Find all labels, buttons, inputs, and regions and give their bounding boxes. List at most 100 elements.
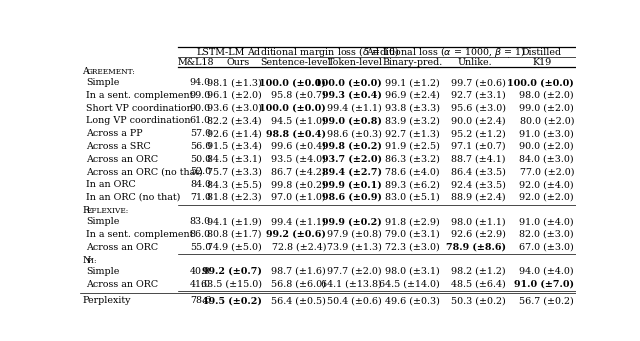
Text: 49.6 (±0.3): 49.6 (±0.3) <box>385 296 440 305</box>
Text: 93.7 (±2.0): 93.7 (±2.0) <box>321 154 381 164</box>
Text: Simple: Simple <box>86 217 119 226</box>
Text: Additional margin loss ($\delta$ = 10): Additional margin loss ($\delta$ = 10) <box>248 45 399 59</box>
Text: 99.9 (±0.2): 99.9 (±0.2) <box>322 217 381 226</box>
Text: 98.0 (±1.1): 98.0 (±1.1) <box>451 217 506 226</box>
Text: 86.7 (±4.2): 86.7 (±4.2) <box>271 167 326 176</box>
Text: 84.0: 84.0 <box>190 180 211 189</box>
Text: 100.0 (±0.0): 100.0 (±0.0) <box>259 78 326 87</box>
Text: 97.1 (±0.7): 97.1 (±0.7) <box>451 142 506 151</box>
Text: 94.0 (±4.0): 94.0 (±4.0) <box>520 267 574 276</box>
Text: 90.0 (±2.0): 90.0 (±2.0) <box>520 142 574 151</box>
Text: 99.0: 99.0 <box>189 91 211 100</box>
Text: Across an ORC: Across an ORC <box>86 154 158 164</box>
Text: 86.0: 86.0 <box>190 230 211 239</box>
Text: 92.0 (±2.0): 92.0 (±2.0) <box>520 193 574 202</box>
Text: 98.6 (±0.3): 98.6 (±0.3) <box>326 129 381 138</box>
Text: GREEMENT:: GREEMENT: <box>86 68 135 76</box>
Text: 92.6 (±2.9): 92.6 (±2.9) <box>451 230 506 239</box>
Text: 96.9 (±2.4): 96.9 (±2.4) <box>385 91 440 100</box>
Text: 92.7 (±1.3): 92.7 (±1.3) <box>385 129 440 138</box>
Text: 84.5 (±3.1): 84.5 (±3.1) <box>207 154 262 164</box>
Text: Short VP coordination: Short VP coordination <box>86 104 193 113</box>
Text: 99.9 (±0.1): 99.9 (±0.1) <box>322 180 381 189</box>
Text: 99.2 (±0.6): 99.2 (±0.6) <box>266 230 326 239</box>
Text: 71.0: 71.0 <box>190 193 211 202</box>
Text: 92.6 (±1.4): 92.6 (±1.4) <box>207 129 262 138</box>
Text: Simple: Simple <box>86 267 119 276</box>
Text: In an ORC: In an ORC <box>86 180 136 189</box>
Text: 82.0 (±3.0): 82.0 (±3.0) <box>520 230 574 239</box>
Text: 93.8 (±3.3): 93.8 (±3.3) <box>385 104 440 113</box>
Text: Binary-pred.: Binary-pred. <box>383 58 443 67</box>
Text: 100.0 (±0.0): 100.0 (±0.0) <box>508 78 574 87</box>
Text: 92.0 (±4.0): 92.0 (±4.0) <box>520 180 574 189</box>
Text: Long VP coordination: Long VP coordination <box>86 116 191 125</box>
Text: 91.5 (±3.4): 91.5 (±3.4) <box>207 142 262 151</box>
Text: 67.0 (±3.0): 67.0 (±3.0) <box>519 242 574 252</box>
Text: 99.1 (±1.2): 99.1 (±1.2) <box>385 78 440 87</box>
Text: 99.6 (±0.4): 99.6 (±0.4) <box>271 142 326 151</box>
Text: Ours: Ours <box>227 58 250 67</box>
Text: 83.0: 83.0 <box>190 217 211 226</box>
Text: 57.0: 57.0 <box>190 129 211 138</box>
Text: 91.0 (±3.0): 91.0 (±3.0) <box>519 129 574 138</box>
Text: 97.0 (±1.0): 97.0 (±1.0) <box>271 193 326 202</box>
Text: 73.9 (±1.3): 73.9 (±1.3) <box>326 242 381 252</box>
Text: 49.5 (±0.2): 49.5 (±0.2) <box>202 296 262 305</box>
Text: 72.3 (±3.0): 72.3 (±3.0) <box>385 242 440 252</box>
Text: 99.8 (±0.2): 99.8 (±0.2) <box>322 142 381 151</box>
Text: Simple: Simple <box>86 78 119 87</box>
Text: 91.9 (±2.5): 91.9 (±2.5) <box>385 142 440 151</box>
Text: 94.1 (±1.9): 94.1 (±1.9) <box>207 217 262 226</box>
Text: 88.7 (±4.1): 88.7 (±4.1) <box>451 154 506 164</box>
Text: Across an ORC: Across an ORC <box>86 280 158 288</box>
Text: 93.5 (±4.0): 93.5 (±4.0) <box>271 154 326 164</box>
Text: 83.9 (±3.2): 83.9 (±3.2) <box>385 116 440 125</box>
Text: 52.0: 52.0 <box>190 167 211 176</box>
Text: 80.0 (±2.0): 80.0 (±2.0) <box>520 116 574 125</box>
Text: 97.9 (±0.8): 97.9 (±0.8) <box>327 230 381 239</box>
Text: 81.8 (±2.3): 81.8 (±2.3) <box>207 193 262 202</box>
Text: M&L18: M&L18 <box>177 58 214 67</box>
Text: Perplexity: Perplexity <box>83 296 131 305</box>
Text: Distilled: Distilled <box>522 48 562 57</box>
Text: 50.0: 50.0 <box>190 154 211 164</box>
Text: 50.4 (±0.6): 50.4 (±0.6) <box>327 296 381 305</box>
Text: Across an ORC: Across an ORC <box>86 242 158 252</box>
Text: 89.3 (±6.2): 89.3 (±6.2) <box>385 180 440 189</box>
Text: Unlike.: Unlike. <box>458 58 492 67</box>
Text: Across a SRC: Across a SRC <box>86 142 150 151</box>
Text: 84.3 (±5.5): 84.3 (±5.5) <box>207 180 262 189</box>
Text: 98.6 (±0.9): 98.6 (±0.9) <box>322 193 381 202</box>
Text: R: R <box>83 206 90 215</box>
Text: 74.9 (±5.0): 74.9 (±5.0) <box>207 242 262 252</box>
Text: 56.0: 56.0 <box>189 142 211 151</box>
Text: Across an ORC (no that): Across an ORC (no that) <box>86 167 203 176</box>
Text: 61.0: 61.0 <box>190 116 211 125</box>
Text: 98.0 (±2.0): 98.0 (±2.0) <box>520 91 574 100</box>
Text: 77.0 (±2.0): 77.0 (±2.0) <box>520 167 574 176</box>
Text: 99.8 (±0.2): 99.8 (±0.2) <box>271 180 326 189</box>
Text: Sentence-level: Sentence-level <box>260 58 331 67</box>
Text: 99.4 (±1.1): 99.4 (±1.1) <box>327 104 381 113</box>
Text: 99.7 (±0.6): 99.7 (±0.6) <box>451 78 506 87</box>
Text: 64.1 (±13.8): 64.1 (±13.8) <box>321 280 381 288</box>
Text: 78.6 (±4.0): 78.6 (±4.0) <box>385 167 440 176</box>
Text: N: N <box>83 256 91 265</box>
Text: In an ORC (no that): In an ORC (no that) <box>86 193 180 202</box>
Text: 48.5 (±6.4): 48.5 (±6.4) <box>451 280 506 288</box>
Text: 55.0: 55.0 <box>189 242 211 252</box>
Text: 78.6: 78.6 <box>190 296 211 305</box>
Text: 78.9 (±8.6): 78.9 (±8.6) <box>445 242 506 252</box>
Text: 93.6 (±3.0): 93.6 (±3.0) <box>207 104 262 113</box>
Text: 98.1 (±1.3): 98.1 (±1.3) <box>207 78 262 87</box>
Text: 98.0 (±3.1): 98.0 (±3.1) <box>385 267 440 276</box>
Text: EFLEXIVE:: EFLEXIVE: <box>86 207 129 215</box>
Text: 63.5 (±15.0): 63.5 (±15.0) <box>200 280 262 288</box>
Text: 82.2 (±3.4): 82.2 (±3.4) <box>207 116 262 125</box>
Text: 98.7 (±1.6): 98.7 (±1.6) <box>271 267 326 276</box>
Text: 100.0 (±0.0): 100.0 (±0.0) <box>315 78 381 87</box>
Text: A: A <box>83 68 90 76</box>
Text: 97.7 (±2.0): 97.7 (±2.0) <box>327 267 381 276</box>
Text: Across a PP: Across a PP <box>86 129 143 138</box>
